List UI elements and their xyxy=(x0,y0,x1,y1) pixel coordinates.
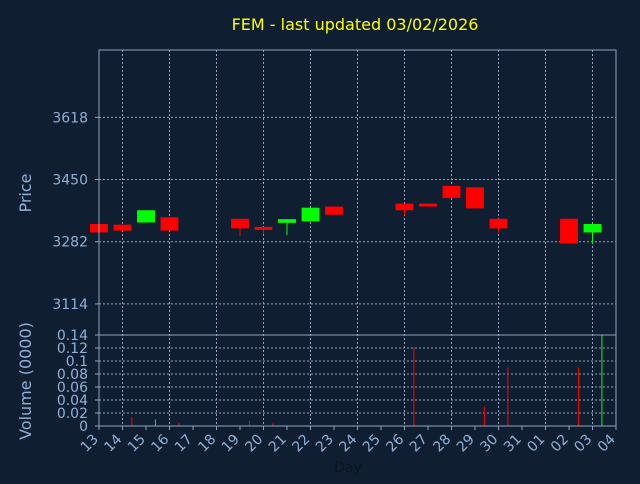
volume-tick-label: 0.02 xyxy=(57,406,88,422)
candle-body-15 xyxy=(137,210,155,223)
volume-tick-label: 0.04 xyxy=(57,393,88,409)
candle-body-29 xyxy=(466,187,484,209)
price-tick-label: 3282 xyxy=(52,235,88,251)
volume-tick-label: 0.14 xyxy=(57,328,88,344)
volume-tick-label: 0.08 xyxy=(57,367,88,383)
price-axis-label: Price xyxy=(16,173,35,212)
price-tick-label: 3450 xyxy=(52,173,88,189)
volume-axis-label: Volume (0000) xyxy=(16,322,35,440)
volume-tick-label: 0.06 xyxy=(57,380,88,396)
volume-tick-label: 0 xyxy=(79,419,88,435)
candle-body-28 xyxy=(442,185,461,199)
price-tick-label: 3618 xyxy=(52,110,88,126)
candle-body-22 xyxy=(301,207,320,222)
volume-tick-label: 0.1 xyxy=(66,354,88,370)
volume-tick-label: 0.12 xyxy=(57,341,88,357)
day-axis-label: Day xyxy=(334,460,362,476)
candle-body-16 xyxy=(160,217,179,231)
candle-body-23 xyxy=(325,206,343,215)
candle-body-20 xyxy=(254,226,273,230)
candle-body-19 xyxy=(231,218,249,229)
candle-body-02 xyxy=(560,218,578,244)
candle-body-26 xyxy=(395,203,414,211)
candle-body-27 xyxy=(419,203,437,207)
candle-body-21 xyxy=(278,219,296,223)
marks-layer xyxy=(90,185,603,426)
candle-body-14 xyxy=(113,224,132,231)
candle-body-30 xyxy=(489,218,508,229)
grid-layer xyxy=(99,50,616,427)
price-tick-label: 3114 xyxy=(52,297,88,313)
candle-body-03 xyxy=(583,223,602,233)
chart-title: FEM - last updated 03/02/2026 xyxy=(232,15,479,34)
